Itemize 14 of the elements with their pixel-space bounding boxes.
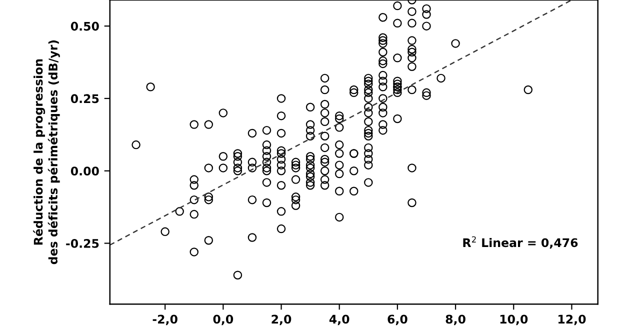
y-tick-label: 0.25 <box>70 94 99 104</box>
x-tick-label: -2,0 <box>152 314 178 326</box>
x-tick-label: 12,0 <box>558 314 586 326</box>
x-tick-label: 2,0 <box>272 314 292 326</box>
x-tick-label: 4,0 <box>329 314 350 326</box>
y-tick-label: -0.25 <box>66 238 99 248</box>
y-tick-label: 0.00 <box>70 166 99 176</box>
x-tick-label: 8,0 <box>446 314 466 326</box>
annotation: R$^{2}$ Linear = 0,476 <box>463 236 578 249</box>
y-axis-title: Réduction de la progression des déficits périmétriques (dB/yr) <box>33 40 60 264</box>
x-tick-label: 10,0 <box>500 314 528 326</box>
x-tick-label: 6,0 <box>388 314 408 326</box>
y-tick-label: 0.50 <box>70 22 99 31</box>
x-tick-label: 0,0 <box>213 314 234 326</box>
